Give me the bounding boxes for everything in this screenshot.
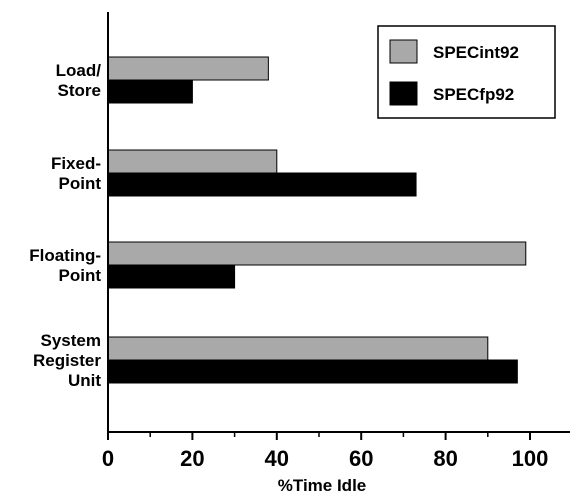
bar-specint92-0 xyxy=(107,56,269,81)
bar-specfp92-1 xyxy=(107,172,417,197)
category-label-line: System xyxy=(41,331,101,350)
bar-specfp92-3 xyxy=(107,359,518,384)
x-tick-label: 100 xyxy=(512,446,549,471)
category-label-line: Point xyxy=(59,174,102,193)
category-label-line: Floating- xyxy=(29,246,101,265)
x-tick-label: 60 xyxy=(349,446,373,471)
x-tick-label: 0 xyxy=(102,446,114,471)
legend-label-specfp92: SPECfp92 xyxy=(433,85,514,104)
bar-specint92-1 xyxy=(107,149,278,174)
bar-specint92-3 xyxy=(107,336,489,361)
category-label-2: Floating-Point xyxy=(29,246,101,285)
category-label-line: Unit xyxy=(68,371,101,390)
category-labels: Load/StoreFixed-PointFloating-PointSyste… xyxy=(29,61,101,390)
category-label-line: Point xyxy=(59,266,102,285)
bar-specfp92-2 xyxy=(107,264,236,289)
category-label-line: Register xyxy=(33,351,101,370)
legend: SPECint92 SPECfp92 xyxy=(377,25,556,119)
category-label-3: System Register Unit xyxy=(33,331,101,390)
x-tick-label: 40 xyxy=(265,446,289,471)
x-axis-title: %Time Idle xyxy=(278,476,367,495)
x-tick-label: 20 xyxy=(180,446,204,471)
category-label-line: Fixed- xyxy=(51,154,101,173)
legend-swatch-specint92 xyxy=(389,39,418,64)
x-axis-ticks: 0 20 40 60 80 100 xyxy=(102,432,549,471)
category-label-1: Fixed-Point xyxy=(51,154,101,193)
category-label-0: Load/Store xyxy=(56,61,102,100)
category-label-line: Load/ xyxy=(56,61,102,80)
x-tick-label: 80 xyxy=(433,446,457,471)
legend-swatch-specfp92 xyxy=(389,81,418,106)
category-label-line: Store xyxy=(58,81,101,100)
legend-label-specint92: SPECint92 xyxy=(433,43,519,62)
bar-specint92-2 xyxy=(107,241,527,266)
bar-specfp92-0 xyxy=(107,79,193,104)
